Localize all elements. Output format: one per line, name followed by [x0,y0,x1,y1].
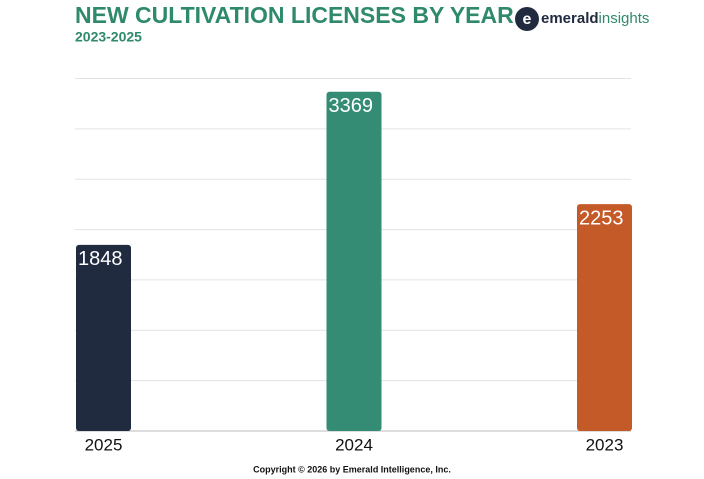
chart-subtitle: 2023-2025 [75,29,142,45]
logo: e emeraldinsights [515,7,649,31]
logo-text: emeraldinsights [541,10,649,27]
value-label: 3369 [329,95,374,117]
logo-icon [515,7,539,31]
chart-title: NEW CULTIVATION LICENSES BY YEAR [75,2,514,28]
bar [577,204,632,431]
logo-icon-letter: e [523,11,532,28]
footer: Copyright © 2026 by Emerald Intelligence… [253,464,451,474]
bar [326,91,382,431]
bar [76,244,131,431]
value-label: 2253 [579,207,624,229]
x-tick-label: 2025 [85,435,123,454]
logo-suffix: insights [599,10,650,27]
logo-brand: emerald [541,10,599,27]
value-label: 1848 [78,248,123,270]
x-tick-label: 2023 [586,435,624,454]
x-tick-label: 2024 [335,435,373,454]
